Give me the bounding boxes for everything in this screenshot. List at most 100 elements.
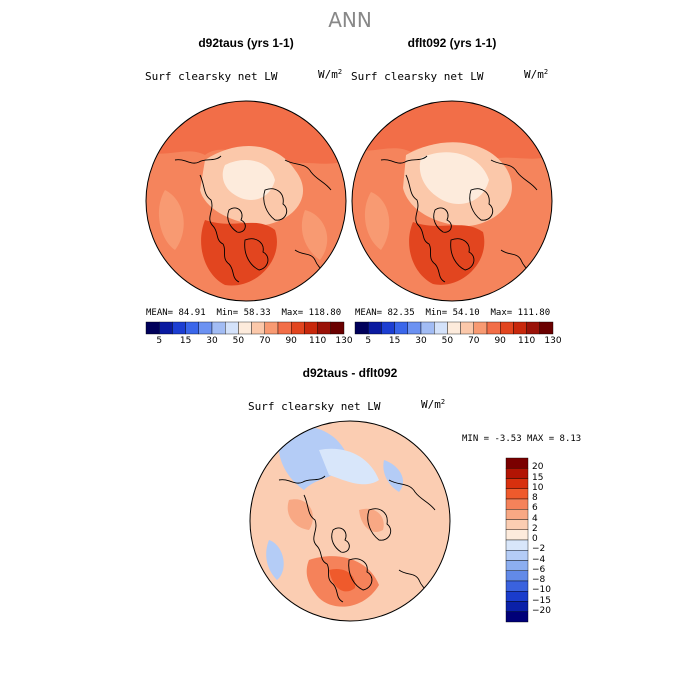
panel-1-polar-map: [145, 100, 347, 302]
panel-2-colorbar-swatch: [460, 321, 474, 335]
panel-2-stats: MEAN= 82.35 Min= 54.10 Max= 111.80: [355, 308, 550, 318]
panel-2-colorbar-tick-label: 15: [388, 336, 401, 346]
panel-2-colorbar-tick-label: 130: [544, 336, 562, 346]
difference-min-label: MIN =: [462, 434, 490, 444]
panel-2-colorbar-tick-label: 110: [518, 336, 536, 346]
difference-colorbar: [505, 457, 529, 623]
panel-2-field-north-warm: [352, 101, 552, 164]
panel-2-colorbar-tick-label: 5: [365, 336, 372, 346]
panel-2-colorbar-swatch: [526, 321, 541, 335]
difference-min-value: -3.53: [494, 434, 522, 444]
panel-1-colorbar-swatch: [330, 321, 345, 335]
panel-1-colorbar-swatch: [317, 321, 332, 335]
panel-1-colorbar-swatch: [277, 321, 292, 335]
difference-stats: MIN = -3.53 MAX = 8.13: [462, 434, 581, 444]
panel-2-units: W/m2: [524, 68, 548, 81]
difference-field-west-warm: [287, 499, 313, 530]
difference-field-center-warm: [359, 508, 384, 532]
difference-colorbar-label: −15: [532, 595, 551, 606]
panel-1-units-exp: 2: [337, 68, 343, 76]
panel-2-colorbar-swatch: [407, 321, 422, 335]
difference-colorbar-label: 15: [532, 472, 544, 483]
panel-1-colorbar-swatch: [172, 321, 186, 335]
panel-2-case-title: dflt092 (yrs 1-1): [407, 36, 497, 50]
difference-polar-map: [249, 420, 451, 622]
difference-units-exp: 2: [440, 398, 446, 406]
panel-1-field-pole-cold: [222, 160, 275, 200]
panel-2-colorbar-swatch: [499, 321, 514, 335]
difference-colorbar-label: −2: [532, 544, 546, 555]
panel-1-colorbar-swatch: [304, 321, 318, 335]
panel-1-colorbar-swatch: [264, 321, 279, 335]
panel-1-map-border: [145, 100, 347, 302]
panel-2-colorbar-swatch: [354, 321, 369, 335]
difference-field-arctic-neutral: [319, 448, 379, 485]
difference-colorbar-label: −20: [532, 605, 551, 616]
panel-2-colorbar-swatch: [486, 321, 501, 335]
panel-1-colorbar-ticks: 5 15 30 50 70 90 110 130: [146, 336, 352, 348]
panel-1-colorbar-swatch: [185, 321, 199, 335]
panel-2-colorbar-swatch: [381, 321, 395, 335]
panel-1-max-label: Max=: [281, 308, 304, 318]
panel-2-colorbar-tick-label: 90: [494, 336, 506, 346]
panel-2-colorbar-tick-label: 70: [468, 336, 480, 346]
difference-title: d92taus - dflt092: [302, 366, 398, 380]
panel-2-field-south-hot: [409, 222, 485, 285]
panel-2-colorbar-swatch: [539, 321, 554, 335]
panel-1-colorbar-swatch: [224, 321, 239, 335]
panel-1-colorbar-swatch: [251, 321, 265, 335]
panel-1-colorbar-tick-label: 30: [206, 336, 218, 346]
panel-1-units-base: W/m: [318, 68, 338, 81]
panel-2-colorbar-swatch: [433, 321, 448, 335]
panel-1-colorbar-tick-label: 130: [335, 336, 353, 346]
panel-1-colorbar-swatch: [158, 321, 173, 335]
difference-colorbar-label: 8: [532, 493, 538, 503]
difference-units: W/m2: [421, 398, 445, 411]
panel-2-colorbar-tick-label: 50: [441, 336, 454, 346]
figure-title: ANN: [328, 8, 372, 32]
difference-field-west-cool: [266, 540, 284, 580]
panel-2-mean-label: MEAN=: [355, 308, 383, 318]
panel-1-colorbar-tick-label: 50: [232, 336, 245, 346]
difference-colorbar-labels: 20 15 10 8 6 4 2 0 −2 −4 −6 −8 −10 −15 −20: [498, 458, 558, 622]
panel-1-field-north-warm: [146, 101, 346, 170]
panel-1-colorbar-swatch: [145, 321, 160, 335]
difference-colorbar-label: −6: [532, 564, 546, 575]
panel-1-colorbar-tick-label: 110: [309, 336, 327, 346]
panel-1-colorbar: [145, 321, 345, 335]
panel-1-min-value: 58.33: [243, 308, 271, 318]
panel-2-polar-map: [351, 100, 553, 302]
panel-2-colorbar-swatch: [367, 321, 382, 335]
difference-field-ne-cool: [383, 460, 404, 492]
panel-1-colorbar-swatch: [211, 321, 226, 335]
difference-colorbar-label: 2: [532, 523, 538, 534]
panel-1-colorbar-swatch: [238, 321, 252, 335]
panel-2-units-exp: 2: [543, 68, 549, 76]
panel-1-colorbar-tick-label: 15: [179, 336, 192, 346]
difference-variable-label: Surf clearsky net LW: [248, 400, 381, 413]
difference-max-label: MAX =: [527, 434, 555, 444]
difference-colorbar-swatch: [505, 611, 529, 623]
difference-coastlines: [278, 475, 436, 603]
panel-1-colorbar-tick-label: 90: [285, 336, 297, 346]
panel-1-mean-value: 84.91: [178, 308, 206, 318]
panel-2-colorbar-swatch: [394, 321, 408, 335]
difference-colorbar-label: −4: [532, 554, 546, 565]
difference-field-south-hot: [329, 568, 356, 592]
panel-2-mean-value: 82.35: [387, 308, 415, 318]
panel-1-colorbar-tick-label: 5: [156, 336, 163, 346]
difference-map-border: [249, 420, 451, 622]
panel-1-coastlines: [174, 155, 332, 283]
panel-2-colorbar-tick-label: 30: [415, 336, 427, 346]
panel-1-case-title: d92taus (yrs 1-1): [198, 36, 294, 50]
panel-2-max-value: 111.80: [517, 308, 551, 318]
panel-1-min-label: Min=: [216, 308, 239, 318]
difference-colorbar-label: −10: [532, 585, 551, 596]
panel-2-min-label: Min=: [425, 308, 448, 318]
difference-colorbar-label: 6: [532, 503, 538, 514]
difference-colorbar-label: 10: [532, 482, 544, 493]
panel-1-max-value: 118.80: [308, 308, 342, 318]
difference-colorbar-label: −8: [532, 575, 546, 585]
panel-1-mean-label: MEAN=: [146, 308, 174, 318]
panel-2-colorbar-swatch: [420, 321, 435, 335]
